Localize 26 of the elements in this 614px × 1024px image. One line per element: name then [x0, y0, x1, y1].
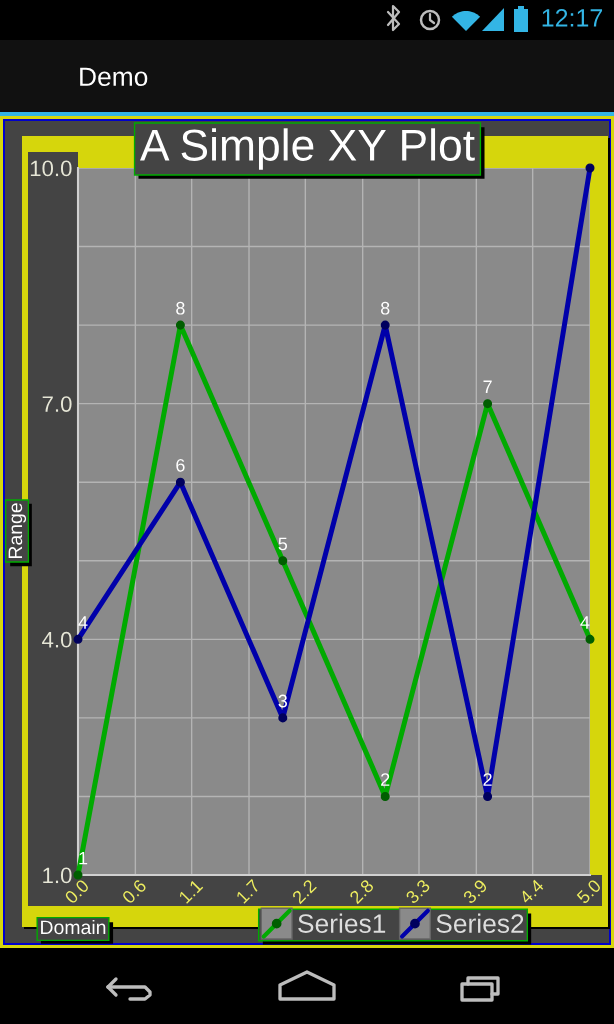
chart-title: A Simple XY Plot: [140, 128, 475, 170]
data-label: 1: [79, 851, 88, 865]
data-label: 8: [176, 301, 185, 315]
data-label: 2: [483, 773, 492, 786]
y-tick-label: 10.0: [30, 160, 72, 177]
data-label: 6: [176, 458, 185, 472]
x-tick-label: 3.9: [462, 878, 489, 905]
legend-label: Series2: [436, 913, 524, 933]
text: 12:17: [542, 9, 603, 27]
x-tick-label: 0.6: [121, 878, 148, 905]
y-tick-label: 4.0: [42, 631, 72, 648]
legend-label: Series1: [298, 913, 386, 933]
y-tick-label: 7.0: [42, 396, 72, 412]
x-tick-label: 1.7: [235, 878, 261, 904]
x-tick-label: 2.2: [291, 878, 317, 905]
data-label: 8: [380, 301, 390, 315]
y-axis-title: Range: [8, 503, 27, 559]
data-label: 5: [278, 537, 288, 551]
x-tick-label: 2.8: [348, 878, 375, 905]
data-label: 7: [483, 380, 492, 393]
x-tick-label: 5.0: [576, 878, 602, 905]
x-tick-label: 3.3: [404, 878, 431, 905]
text: Demo: [80, 67, 148, 87]
x-axis-title: Domain: [41, 919, 106, 935]
x-tick-label: 4.4: [518, 878, 545, 905]
x-tick-label: 1.1: [178, 878, 204, 904]
